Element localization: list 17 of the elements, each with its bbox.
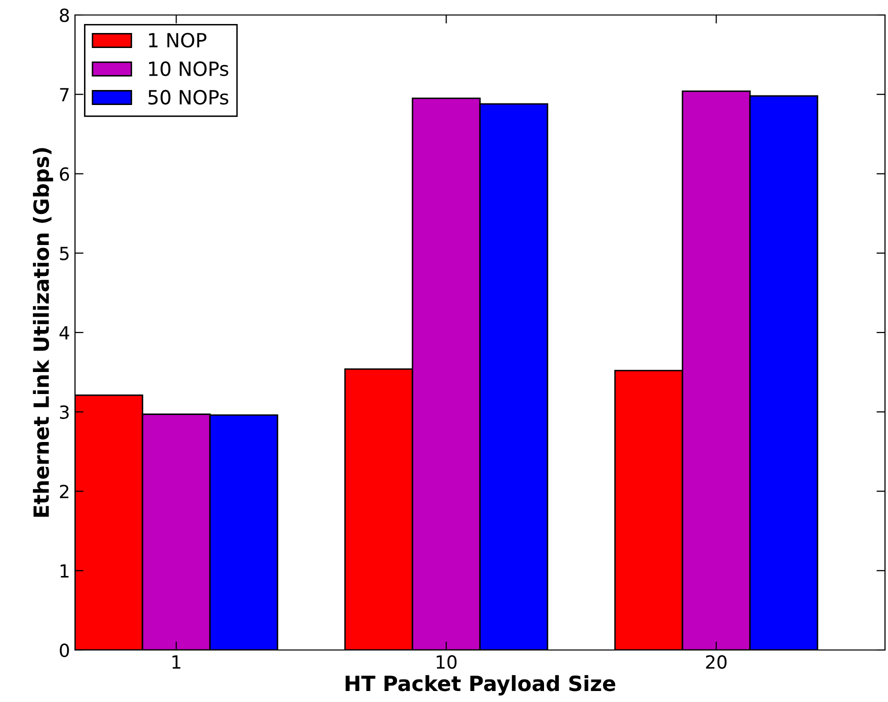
x-tick-label: 10 bbox=[436, 655, 457, 669]
y-tick-label: 0 bbox=[60, 643, 69, 658]
y-tick-label: 8 bbox=[60, 8, 69, 22]
legend-label: 1 NOP bbox=[149, 32, 206, 48]
y-tick-label: 3 bbox=[60, 405, 69, 419]
y-axis-title: Ethernet Link Utilization (Gbps) bbox=[32, 148, 54, 517]
y-tick-label: 4 bbox=[60, 326, 70, 340]
y-tick-label: 6 bbox=[60, 167, 69, 181]
legend-label: 10 NOPs bbox=[149, 61, 228, 76]
legend-label: 50 NOPs bbox=[148, 90, 228, 105]
y-tick-label: 2 bbox=[60, 484, 68, 498]
y-tick-label: 7 bbox=[60, 88, 69, 102]
x-tick-label: 20 bbox=[706, 655, 727, 669]
y-tick-label: 5 bbox=[60, 246, 69, 260]
x-axis-title: HT Packet Payload Size bbox=[346, 675, 616, 696]
y-tick-label: 1 bbox=[60, 564, 68, 578]
x-tick-label: 1 bbox=[172, 655, 180, 669]
